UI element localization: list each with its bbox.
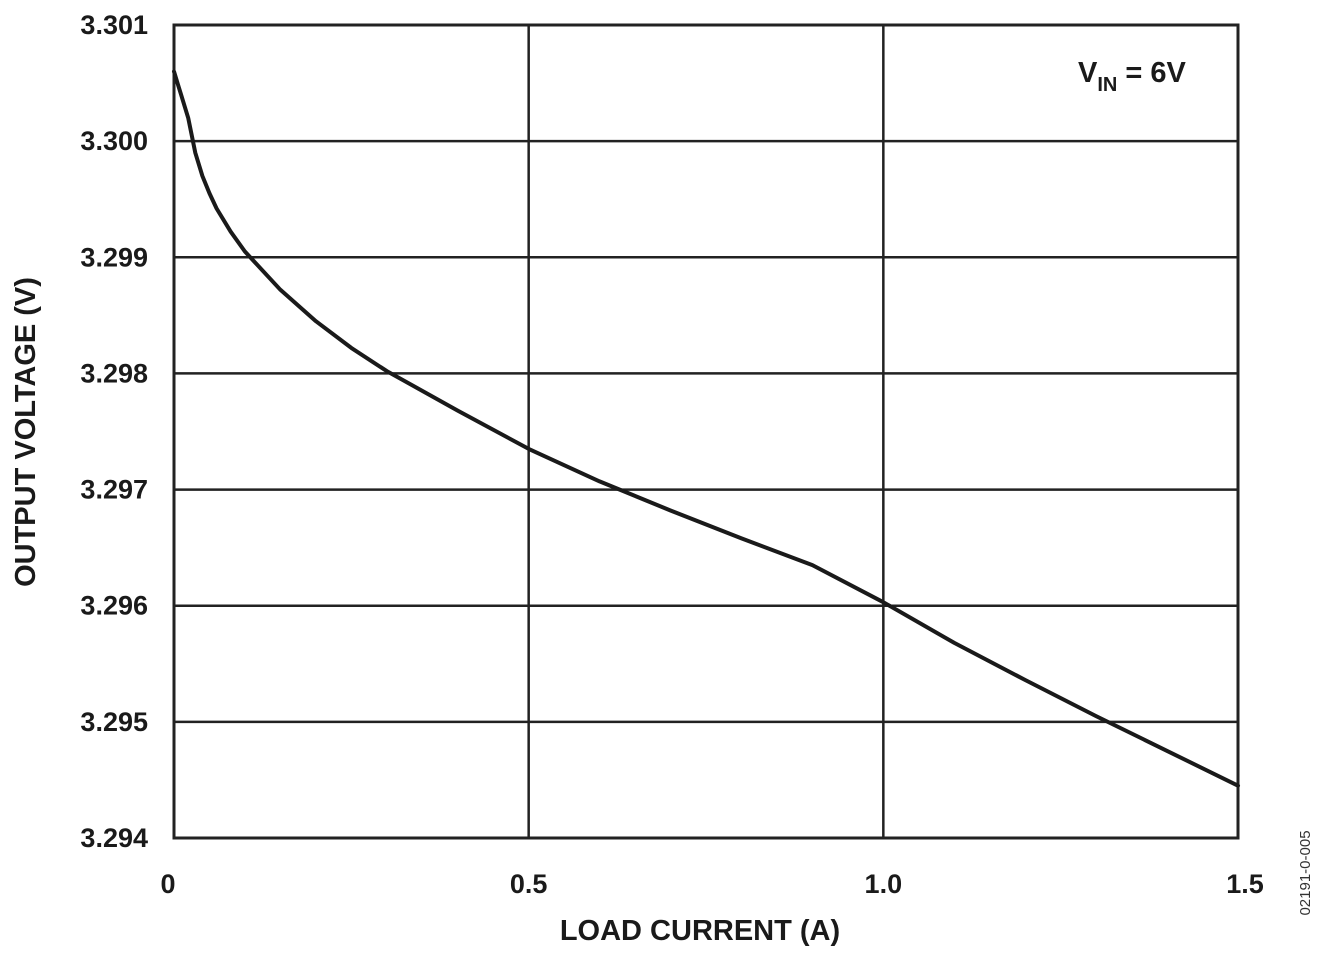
series-line <box>172 69 1240 788</box>
x-tick-label: 0 <box>160 869 175 899</box>
y-axis-title: OUTPUT VOLTAGE (V) <box>10 277 42 587</box>
vin-annotation-subscript: IN <box>1097 74 1117 96</box>
vin-annotation-main: V <box>1078 57 1098 89</box>
plot-frame <box>172 23 1240 840</box>
x-tick-label: 1.5 <box>1226 869 1264 899</box>
y-tick-label: 3.299 <box>80 242 148 272</box>
y-tick-label: 3.296 <box>80 591 148 621</box>
vin-annotation-suffix: = 6V <box>1117 57 1186 89</box>
x-tick-label: 0.5 <box>510 869 548 899</box>
y-tick-label: 3.301 <box>80 10 148 40</box>
y-tick-label: 3.297 <box>80 475 148 505</box>
figure-id: 02191-0-005 <box>1297 830 1314 915</box>
y-tick-label: 3.295 <box>80 707 148 737</box>
x-axis-title: LOAD CURRENT (A) <box>560 915 840 947</box>
x-tick-labels: 0 0.5 1.0 1.5 <box>160 869 1263 899</box>
y-tick-labels: 3.301 3.300 3.299 3.298 3.297 3.296 3.295 3.294 <box>80 10 148 853</box>
vin-annotation: VIN = 6V <box>1078 57 1187 96</box>
x-tick-label: 1.0 <box>865 869 903 899</box>
grid <box>172 23 1240 840</box>
y-tick-label: 3.294 <box>80 823 148 853</box>
y-tick-label: 3.300 <box>80 126 148 156</box>
y-tick-label: 3.298 <box>80 358 148 388</box>
